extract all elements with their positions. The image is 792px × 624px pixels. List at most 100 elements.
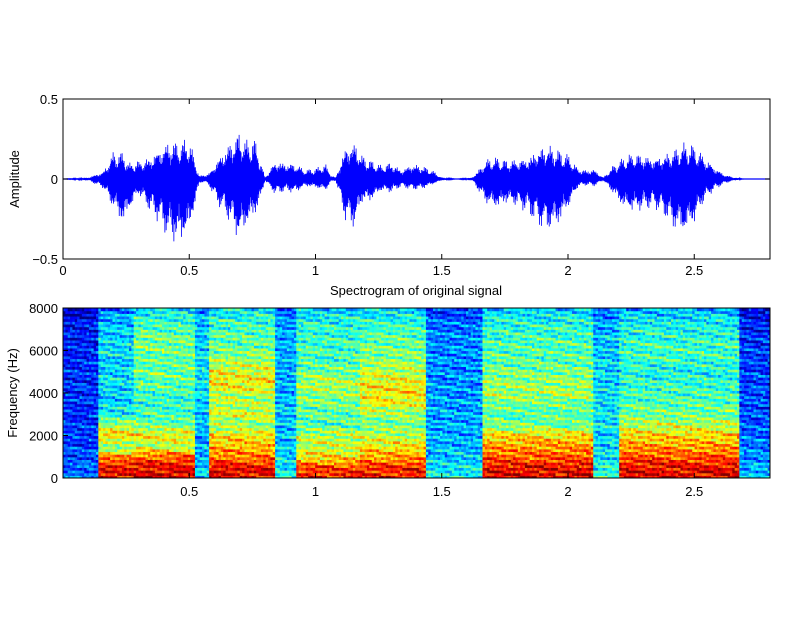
spectrogram-cell: [173, 323, 177, 328]
spectrogram-cell: [86, 326, 90, 330]
spectrogram-cell: [152, 443, 156, 447]
spectrogram-cell: [107, 355, 111, 360]
spectrogram-cell: [225, 313, 229, 317]
spectrogram-cell: [209, 361, 213, 365]
spectrogram-cell: [194, 390, 198, 394]
spectrogram-cell: [227, 369, 231, 373]
spectrogram-cell: [171, 395, 175, 399]
spectrogram-cell: [157, 353, 161, 357]
spectrogram-cell: [211, 475, 215, 478]
spectrogram-cell: [197, 390, 201, 394]
spectrogram-cell: [190, 321, 194, 325]
spectrogram-cell: [173, 355, 177, 360]
spectrogram-cell: [117, 339, 121, 344]
spectrogram-cell: [98, 408, 102, 413]
spectrogram-cell: [183, 470, 187, 474]
spectrogram-cell: [93, 416, 97, 421]
spectrogram-cell: [140, 424, 144, 429]
spectrogram-cell: [190, 467, 194, 471]
spectrogram-cell: [112, 345, 116, 349]
spectrogram-cell: [103, 339, 107, 344]
spectrogram-cell: [209, 419, 213, 423]
spectrogram-cell: [121, 379, 125, 383]
spectrogram-cell: [121, 438, 125, 442]
spectrogram-cell: [74, 422, 78, 426]
spectrogram-cell: [88, 345, 92, 349]
spectrogram-cell: [133, 369, 137, 373]
spectrogram-cell: [77, 347, 81, 352]
spectrogram-cell: [140, 451, 144, 455]
spectrogram-cell: [81, 470, 85, 474]
spectrogram-cell: [86, 400, 90, 405]
spectrogram-cell: [112, 432, 116, 437]
spectrogram-cell: [147, 424, 151, 429]
spectrogram-cell: [131, 440, 135, 445]
spectrogram-chart: Spectrogram of original signal 0.5 1 1.5 2 2…: [5, 283, 771, 499]
spectrogram-cell: [225, 342, 229, 346]
spectrogram-cell: [74, 390, 78, 394]
spectrogram-cell: [117, 369, 121, 373]
spectrogram-cell: [192, 443, 196, 447]
spectrogram-cell: [119, 385, 123, 389]
spectrogram-cell: [98, 371, 102, 376]
spectrogram-cell: [218, 377, 222, 381]
spectrogram-cell: [77, 411, 81, 415]
spectrogram-cell: [183, 427, 187, 431]
spectrogram-cell: [197, 366, 201, 370]
spectrogram-cell: [202, 435, 205, 439]
spectrogram-cell: [119, 459, 123, 463]
spectrogram-cell: [79, 345, 83, 349]
spectrogram-cell: [138, 382, 142, 386]
spectrogram-cell: [206, 440, 210, 445]
spectrogram-cell: [225, 408, 229, 413]
spectrogram-cell: [121, 454, 125, 458]
spectrogram-cell: [235, 406, 238, 410]
spectrogram-cell: [88, 432, 92, 437]
spectrogram-cell: [121, 361, 125, 365]
spectrogram-cell: [98, 435, 102, 439]
spectrogram-cell: [242, 406, 246, 410]
spectrogram-cell: [147, 411, 151, 415]
spectrogram-cell: [183, 403, 187, 407]
spectrogram-cell: [110, 448, 114, 453]
spectrogram-cell: [171, 361, 175, 365]
spectrogram-cell: [225, 310, 229, 314]
spectrogram-cell: [173, 393, 177, 397]
spectrogram-cell: [154, 448, 158, 453]
spectrogram-cell: [209, 400, 213, 405]
spectrogram-cell: [194, 323, 198, 328]
spectrogram-cell: [232, 408, 236, 413]
spectrogram-cell: [220, 366, 224, 370]
spectrogram-cell: [166, 411, 170, 415]
spectrogram-cell: [121, 358, 125, 362]
spectrogram-cell: [192, 427, 196, 431]
spectrogram-cell: [176, 395, 180, 399]
spectrogram-cell: [176, 422, 180, 426]
spectrogram-cell: [126, 419, 130, 423]
spectrogram-cell: [79, 456, 83, 461]
spectrogram-cell: [65, 308, 69, 312]
spectrogram-cell: [232, 331, 236, 336]
spectrogram-cell: [84, 403, 88, 407]
spectrogram-cell: [171, 448, 175, 453]
spectrogram-cell: [100, 432, 104, 437]
spectrogram-cell: [204, 361, 208, 365]
spectrogram-cell: [180, 377, 184, 381]
spectrogram-cell: [232, 467, 236, 471]
spectrogram-cell: [190, 379, 194, 383]
spectrogram-cell: [161, 361, 165, 365]
spectrogram-cell: [183, 331, 187, 336]
spectrogram-cell: [84, 337, 88, 341]
spectrogram-cell: [227, 462, 231, 466]
spectrogram-cell: [121, 347, 125, 352]
spectrogram-cell: [63, 342, 66, 346]
spectrogram-cell: [103, 446, 107, 450]
spectrogram-cell: [131, 408, 135, 413]
spectrogram-cell: [209, 408, 213, 413]
spectrogram-cell: [121, 337, 125, 341]
spectrogram-cell: [202, 371, 205, 376]
spectrogram-cell: [140, 472, 144, 476]
spectrogram-cell: [237, 334, 241, 338]
spectrogram-cell: [93, 313, 97, 317]
spectrogram-cell: [187, 323, 191, 328]
